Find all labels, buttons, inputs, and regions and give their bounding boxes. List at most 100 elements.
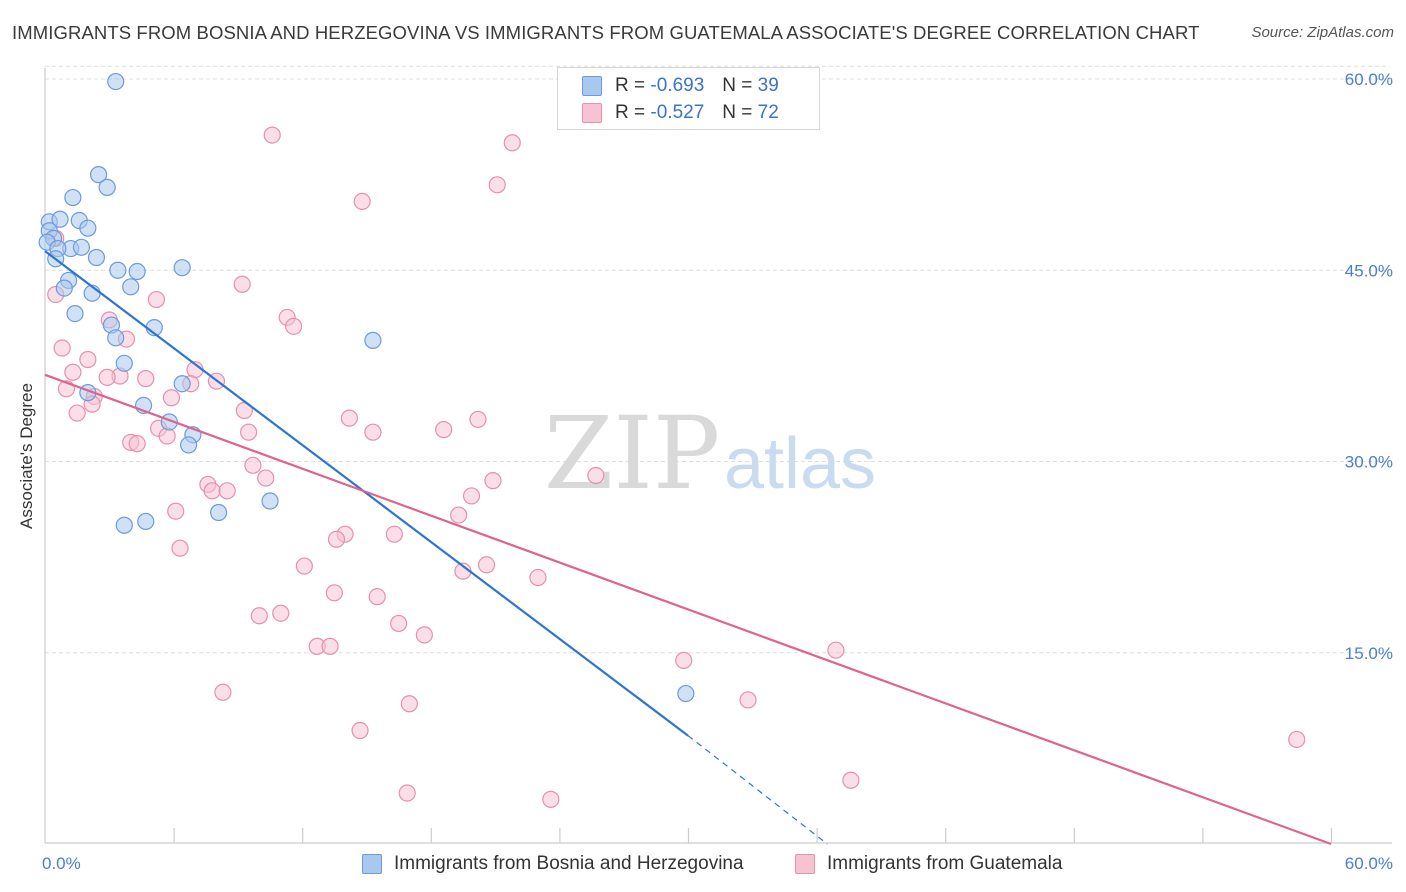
tick-labels: 15.0% 30.0% 45.0% 60.0% 0.0% 60.0% [42,70,1393,873]
series-swatch-blue [362,854,382,874]
trendline-bosnia [44,250,689,737]
point-guatemala [529,568,547,587]
legend-n-label: N = [722,102,753,123]
point-guatemala [739,691,757,709]
point-bosnia [107,72,125,91]
point-guatemala [469,410,487,429]
point-bosnia [122,278,140,296]
point-guatemala [488,176,506,194]
point-bosnia [173,259,191,277]
point-bosnia [51,210,69,228]
point-bosnia [115,516,133,534]
point-guatemala [321,637,339,655]
point-guatemala [214,683,232,701]
point-guatemala [167,502,185,520]
point-guatemala [340,409,358,427]
legend-row-bosnia: R = -0.693 N = 39 [582,74,779,98]
point-guatemala [390,614,408,633]
point-guatemala [128,435,146,453]
y-tick-label: 15.0% [1345,644,1393,663]
point-guatemala [68,404,86,422]
point-guatemala [435,421,453,439]
point-bosnia [98,178,116,196]
legend-n-value: 72 [757,102,779,123]
point-bosnia [364,331,382,349]
point-bosnia [55,279,73,297]
series-name-guatemala: Immigrants from Guatemala [827,853,1063,874]
point-bosnia [261,492,279,510]
legend-n-label: N = [722,75,753,96]
y-tick-label: 30.0% [1345,453,1393,472]
point-guatemala [64,363,82,381]
point-guatemala [450,506,468,524]
legend-r-value: -0.693 [650,75,705,96]
point-guatemala [272,604,290,622]
point-guatemala [353,192,371,210]
point-guatemala [257,469,275,487]
point-bosnia [109,261,127,279]
point-guatemala [385,525,403,543]
point-guatemala [53,339,71,357]
point-guatemala [240,423,258,441]
legend-r-label: R = [615,102,646,123]
legend-swatch-blue [582,76,602,96]
legend-r-value: -0.527 [650,102,705,123]
point-guatemala [158,427,176,445]
y-tick-label: 60.0% [1345,70,1393,89]
point-guatemala [827,641,845,659]
y-tick-label: 45.0% [1345,261,1393,280]
point-guatemala [171,539,189,557]
point-bosnia [128,262,146,281]
point-guatemala [503,134,521,152]
point-guatemala [98,368,116,386]
point-guatemala [477,556,496,574]
point-guatemala [415,626,433,644]
point-guatemala [263,126,281,144]
watermark-atlas: atlas [724,424,876,504]
grid-lines [45,65,1390,654]
point-guatemala [542,790,560,808]
chart-title: IMMIGRANTS FROM BOSNIA AND HERZEGOVINA V… [12,22,1200,43]
point-guatemala [587,466,605,485]
series-legend-bosnia: Immigrants from Bosnia and Herzegovina [362,851,744,877]
point-bosnia [677,684,695,703]
x-tick-label: 0.0% [42,854,81,873]
point-guatemala [203,482,221,500]
point-bosnia [64,188,82,207]
point-guatemala [285,317,303,335]
point-guatemala [842,771,860,789]
series-legend-guatemala: Immigrants from Guatemala [795,851,1062,877]
point-bosnia [210,503,228,522]
watermark: ZIP atlas [544,395,876,512]
point-guatemala [325,584,343,602]
point-guatemala [484,472,502,490]
point-bosnia [173,375,191,393]
point-guatemala [675,651,693,670]
point-bosnia [89,166,108,184]
point-bosnia [107,329,125,347]
point-guatemala [233,275,251,293]
watermark-zip: ZIP [544,395,720,512]
point-guatemala [364,423,382,441]
point-guatemala [1288,730,1306,749]
point-guatemala [351,721,369,740]
stats-legend: R = -0.693 N = 39 R = -0.527 N = 72 [557,67,820,130]
point-bosnia [72,238,91,256]
point-guatemala [250,607,268,625]
legend-n-value: 39 [757,75,779,96]
legend-row-guatemala: R = -0.527 N = 72 [582,101,779,125]
axes [44,68,1392,844]
point-guatemala [398,784,416,802]
point-guatemala [368,588,386,606]
series-swatch-pink [795,854,815,874]
point-bosnia [87,248,106,267]
point-guatemala [244,456,262,474]
legend-swatch-pink [582,103,602,123]
legend-r-label: R = [615,75,646,96]
point-guatemala [162,389,181,407]
point-bosnia [180,436,198,454]
point-guatemala [137,370,155,388]
point-guatemala [147,290,166,309]
point-guatemala [327,530,346,548]
